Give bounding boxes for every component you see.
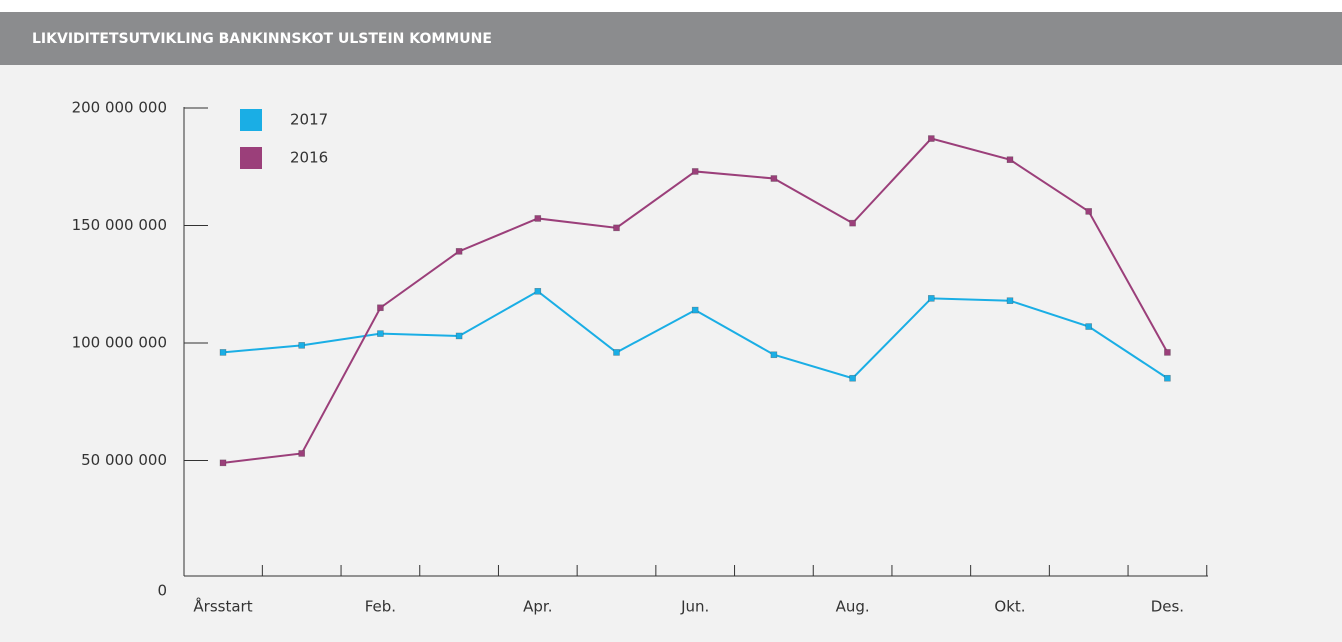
- point-marker: [1006, 297, 1014, 305]
- y-tick-label: 200 000 000: [72, 99, 167, 117]
- point-marker: [927, 295, 935, 302]
- background: [0, 12, 1342, 642]
- point-marker: [1085, 323, 1092, 330]
- point-marker: [849, 374, 856, 382]
- point-marker: [298, 342, 306, 349]
- point-marker: [770, 351, 778, 359]
- point-marker: [377, 330, 384, 337]
- point-marker: [613, 224, 620, 232]
- point-marker: [534, 287, 542, 295]
- x-tick-label: Des.: [1151, 598, 1184, 616]
- point-marker: [219, 349, 227, 356]
- point-marker: [1006, 156, 1014, 163]
- point-marker: [219, 459, 227, 467]
- legend-label: 2016: [290, 149, 328, 167]
- point-marker: [691, 168, 699, 175]
- point-marker: [1085, 208, 1092, 215]
- legend-label: 2017: [290, 111, 328, 129]
- point-marker: [377, 304, 384, 312]
- y-tick-label: 100 000 000: [72, 334, 167, 352]
- y-tick-label: 0: [157, 582, 167, 600]
- point-marker: [1164, 374, 1171, 382]
- point-marker: [613, 349, 620, 356]
- point-marker: [298, 450, 306, 457]
- point-marker: [1164, 349, 1171, 356]
- point-marker: [691, 306, 699, 314]
- x-tick-label: Apr.: [523, 598, 552, 616]
- legend-swatch: [240, 147, 262, 169]
- point-marker: [455, 248, 463, 255]
- point-marker: [770, 175, 778, 182]
- x-tick-label: Okt.: [994, 598, 1025, 616]
- x-tick-label: Feb.: [365, 598, 396, 616]
- y-tick-label: 150 000 000: [72, 216, 167, 234]
- x-tick-label: Årsstart: [193, 597, 252, 616]
- point-marker: [534, 215, 542, 222]
- x-tick-label: Aug.: [836, 598, 870, 616]
- chart-title: LIKVIDITETSUTVIKLING BANKINNSKOT ULSTEIN…: [32, 31, 492, 47]
- x-tick-label: Jun.: [680, 598, 709, 616]
- legend-swatch: [240, 109, 262, 131]
- point-marker: [927, 135, 935, 142]
- point-marker: [455, 332, 463, 340]
- y-tick-label: 50 000 000: [81, 451, 167, 469]
- header-bar: [0, 12, 1342, 65]
- point-marker: [849, 219, 856, 227]
